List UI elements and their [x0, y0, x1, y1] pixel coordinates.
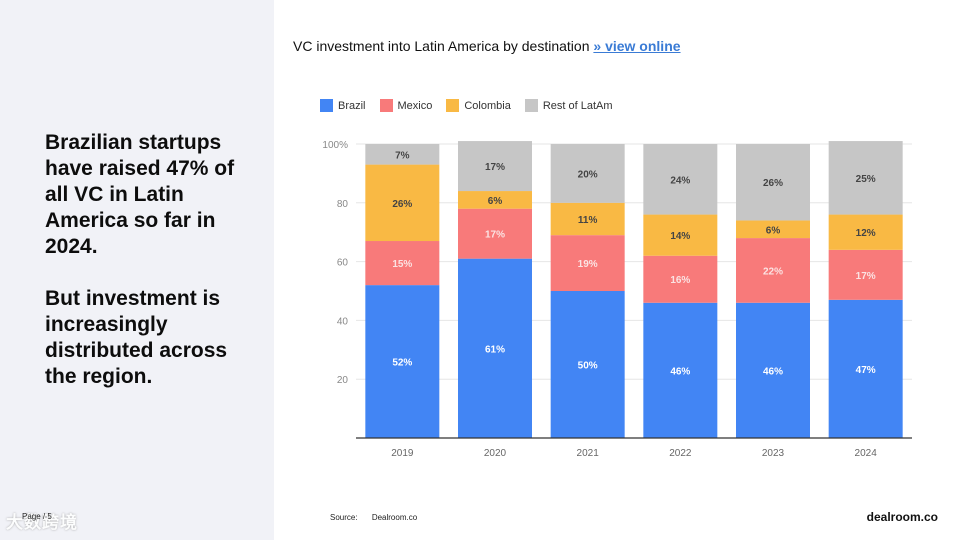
legend-item-colombia: Colombia	[446, 99, 511, 112]
bar-segment-rest-of-latam	[736, 144, 810, 221]
bar-segment-colombia	[550, 202, 625, 236]
bar-segment-colombia	[736, 220, 810, 239]
data-label: 17%	[485, 230, 505, 241]
data-label: 16%	[670, 275, 690, 286]
x-tick-label: 2020	[484, 448, 507, 459]
y-tick-label: 40	[337, 316, 349, 327]
bar-segment-mexico	[736, 238, 810, 303]
watermark: 大数跨境	[6, 513, 78, 532]
headline: Brazilian startups have raised 47% of al…	[45, 130, 260, 390]
headline-subtext: But investment is increasingly distribut…	[45, 287, 228, 388]
data-label: 17%	[485, 162, 505, 173]
legend-swatch	[379, 99, 393, 112]
data-label: 46%	[763, 366, 783, 377]
bar-segment-brazil	[736, 302, 810, 438]
headline-statement: Brazilian startups have raised 47% of al…	[45, 131, 235, 258]
data-label: 6%	[488, 196, 503, 207]
page-number: Page / 5	[22, 512, 52, 521]
stacked-bar-chart: 20 40 60 80 100% 52% 15% 26% 7% 2019 61% 17% 6% 17% 20…	[322, 140, 912, 459]
legend-item-brazil: Brazil	[320, 99, 366, 112]
chart-legend: Brazil Mexico Colombia Rest of LatAm	[320, 99, 613, 112]
legend-label: Colombia	[464, 99, 511, 112]
brand-logo: dealroom.co	[866, 510, 938, 524]
bar-segment-colombia	[643, 214, 718, 256]
legend-item-mexico: Mexico	[379, 99, 433, 112]
bar-segment-brazil	[458, 258, 532, 438]
bar-segment-colombia	[458, 191, 532, 209]
data-label: 7%	[395, 150, 410, 161]
bar-segment-mexico	[643, 255, 718, 303]
data-label: 15%	[392, 259, 412, 270]
bar-segment-mexico	[365, 241, 440, 286]
bar-segment-rest-of-latam	[550, 144, 625, 203]
data-label: 52%	[392, 358, 412, 369]
source-label: Source:	[330, 513, 358, 522]
legend-item-rest-of-latam: Rest of LatAm	[524, 99, 613, 112]
data-label: 20%	[578, 169, 598, 180]
legend-label: Brazil	[338, 99, 366, 112]
data-label: 46%	[670, 366, 690, 377]
chart-title-text: VC investment into Latin America by dest…	[293, 38, 590, 54]
data-label: 6%	[766, 225, 781, 236]
x-tick-label: 2024	[855, 448, 878, 459]
data-label: 12%	[856, 228, 876, 239]
legend-swatch	[524, 99, 538, 112]
y-tick-label: 100%	[322, 140, 348, 151]
data-label: 14%	[670, 231, 690, 242]
data-label: 25%	[856, 174, 876, 185]
chart-title: VC investment into Latin America by dest…	[293, 38, 681, 54]
bar-segment-mexico	[550, 235, 625, 291]
x-tick-label: 2019	[391, 448, 414, 459]
legend-swatch	[320, 99, 333, 112]
data-label: 47%	[856, 365, 876, 376]
source-value: Dealroom.co	[371, 513, 418, 522]
bar-segment-colombia	[828, 214, 903, 250]
legend-label: Mexico	[397, 99, 433, 112]
data-label: 22%	[763, 266, 783, 277]
view-online-link[interactable]: » view online	[593, 38, 681, 54]
x-tick-label: 2021	[577, 448, 600, 459]
bar-segment-brazil	[828, 299, 903, 438]
x-tick-label: 2022	[669, 448, 692, 459]
data-label: 19%	[578, 259, 598, 270]
data-label: 26%	[763, 178, 783, 189]
data-label: 24%	[670, 175, 690, 186]
data-label: 26%	[392, 199, 412, 210]
legend-label: Rest of LatAm	[542, 99, 613, 112]
y-tick-label: 60	[337, 258, 349, 269]
y-tick-label: 20	[337, 375, 349, 386]
data-label: 11%	[578, 215, 598, 226]
legend-swatch	[446, 99, 460, 112]
bar-segment-rest-of-latam	[365, 144, 440, 165]
bar-segment-rest-of-latam	[643, 144, 718, 215]
bar-segment-brazil	[550, 291, 625, 438]
data-label: 17%	[856, 271, 876, 282]
data-label: 50%	[578, 361, 598, 372]
bar-segment-brazil	[365, 285, 440, 438]
bar-segment-brazil	[643, 302, 718, 438]
bar-segment-rest-of-latam	[828, 141, 903, 215]
bar-segment-mexico	[828, 249, 903, 300]
data-label: 61%	[485, 344, 505, 355]
bar-segment-rest-of-latam	[458, 141, 532, 192]
bar-segment-mexico	[458, 208, 532, 259]
source-note: Source: Dealroom.co	[330, 513, 417, 522]
x-tick-label: 2023	[762, 448, 785, 459]
left-panel: Brazilian startups have raised 47% of al…	[0, 0, 274, 540]
bar-segment-colombia	[365, 164, 440, 242]
y-tick-label: 80	[337, 199, 349, 210]
